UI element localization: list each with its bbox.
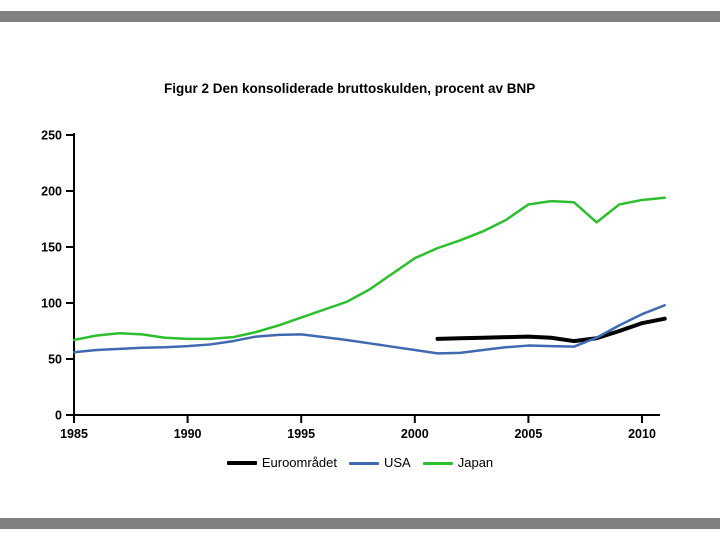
legend-label-usa: USA: [384, 455, 411, 470]
y-axis-tick-label: 50: [48, 353, 62, 367]
line-euroomrdet: [435, 316, 667, 344]
x-axis-tick-label: 1985: [60, 427, 88, 441]
legend-item-euroomradet: Euroområdet: [226, 452, 337, 474]
chart-legend: Euroområdet USA Japan: [0, 452, 720, 474]
legend-label-japan: Japan: [457, 455, 494, 470]
bottom-letterbox-bar: [0, 518, 720, 529]
legend-item-usa: USA: [349, 452, 411, 474]
japan-line-swatch: [422, 461, 453, 465]
euroomradet-line-swatch: [226, 461, 257, 465]
x-axis-tick-label: 2005: [514, 427, 542, 441]
line-japan: [72, 196, 666, 342]
y-axis-tick-label: 0: [55, 409, 62, 423]
x-axis-tick-label: 2000: [401, 427, 429, 441]
y-axis-tick-label: 200: [41, 185, 62, 199]
x-axis-tick-label: 1990: [174, 427, 202, 441]
usa-line-swatch: [349, 461, 379, 465]
x-axis-tick-label: 2010: [628, 427, 656, 441]
y-axis-tick-label: 150: [41, 241, 62, 255]
top-letterbox-bar: [0, 11, 720, 22]
chart-title: Figur 2 Den konsoliderade bruttoskulden,…: [164, 81, 536, 96]
legend-item-japan: Japan: [422, 452, 494, 474]
line-usa: [72, 303, 666, 355]
y-axis-tick-label: 100: [41, 297, 62, 311]
y-axis-tick-label: 250: [41, 129, 62, 143]
legend-label-euroomradet: Euroområdet: [261, 455, 337, 470]
x-axis-tick-label: 1995: [287, 427, 315, 441]
